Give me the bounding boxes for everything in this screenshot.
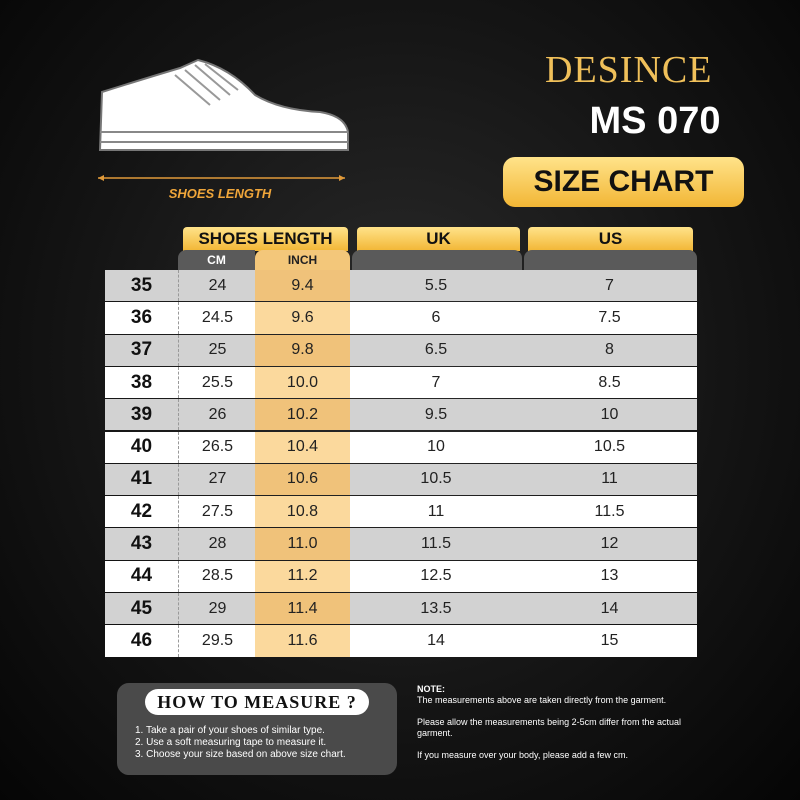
size-cell: 44 [130,565,153,587]
value-cell: 11.0 [255,528,350,560]
value-cell: 6.5 [424,341,448,359]
value-cell: 13 [600,567,619,585]
value-cell: 28.5 [178,560,256,592]
sub-header-bar [524,250,697,270]
size-cell: 40 [130,436,153,458]
value-cell: 11.4 [255,593,350,625]
table-row [105,463,697,496]
value-cell: 27.5 [178,496,256,528]
size-cell: 41 [130,468,153,490]
value-cell: 10 [427,438,445,456]
group-header: SHOES LENGTH [183,227,348,251]
size-cell: 38 [130,371,153,393]
size-cell: 42 [130,500,153,522]
value-cell: 27 [178,463,256,496]
model: MS 070 [589,100,721,142]
value-cell: 7 [605,276,614,294]
step: 1. Take a pair of your shoes of similar … [135,725,325,736]
table-row [105,302,697,334]
value-cell: 10 [600,405,619,423]
size-cell: 35 [130,274,153,296]
value-cell: 9.4 [255,270,350,302]
value-cell: 25 [178,334,256,366]
brand: DESINCE [545,49,713,91]
size-cell: 37 [130,339,153,361]
size-cell: 45 [130,597,153,619]
size-table: SHOES LENGTH UK US CM INCH 35 24 9.4 5.5 7 36 24.5 9… [105,227,697,657]
shoe-length-label: SHOES LENGTH [168,186,272,201]
value-cell: 24 [178,270,256,302]
value-cell: 11.5 [421,535,451,553]
value-cell: 10.6 [255,463,350,496]
size-cell: 39 [130,403,153,425]
table-row [105,625,697,657]
table-row [105,366,697,399]
value-cell: 10.5 [420,470,452,488]
note-paragraph: Please allow the measurements being 2-5c… [417,717,681,738]
size-cell: 46 [130,629,153,651]
value-cell: 5.5 [424,276,448,294]
size-cell: 43 [130,533,153,555]
size-cell: 36 [130,306,153,328]
value-cell: 12 [600,535,619,553]
value-cell: 14 [600,599,619,617]
table-row [105,560,697,592]
sub-header: INCH [255,250,350,270]
table-row [105,431,697,463]
how-to-measure-box: HOW TO MEASURE ? 1. Take a pair of your … [117,683,397,775]
how-to-measure-title: HOW TO MEASURE ? [145,689,369,715]
value-cell: 9.8 [255,334,350,366]
table-row [105,496,697,528]
value-cell: 13.5 [420,599,452,617]
value-cell: 24.5 [178,302,256,334]
value-cell: 29.5 [178,625,256,657]
value-cell: 8 [605,341,614,359]
value-cell: 11 [601,470,618,488]
value-cell: 15 [600,631,619,649]
value-cell: 10.2 [255,399,350,431]
sub-header: CM [178,250,255,270]
value-cell: 26.5 [178,431,256,463]
value-cell: 8.5 [598,373,621,391]
value-cell: 6 [431,308,441,326]
note-paragraph: The measurements above are taken directl… [417,695,667,705]
value-cell: 11.5 [594,502,625,520]
value-cell: 11.2 [255,560,350,592]
note-paragraph: If you measure over your body, please ad… [417,750,628,760]
value-cell: 10.4 [255,431,350,463]
value-cell: 9.5 [424,405,448,423]
sub-header-bar [352,250,522,270]
value-cell: 11.6 [255,625,350,657]
group-header: UK [357,227,520,251]
value-cell: 7 [431,373,441,391]
table-row [105,528,697,560]
note: NOTE: The measurements above are taken d… [417,684,697,772]
value-cell: 26 [178,399,256,431]
shoe-illustration [98,58,349,181]
value-cell: 10.5 [593,438,626,456]
group-header: US [528,227,693,251]
value-cell: 10.0 [255,366,350,399]
value-cell: 29 [178,593,256,625]
value-cell: 14 [427,631,445,649]
table-row [105,593,697,625]
value-cell: 28 [178,528,256,560]
table-row [105,399,697,431]
note-label: NOTE: [417,684,445,694]
value-cell: 10.8 [255,496,350,528]
table-row [105,334,697,366]
value-cell: 12.5 [420,567,452,585]
steps: 1. Take a pair of your shoes of similar … [135,725,397,761]
note-paragraphs: The measurements above are taken directl… [417,695,697,761]
step: 2. Use a soft measuring tape to measure … [135,737,327,748]
title-badge: SIZE CHART [503,157,744,207]
value-cell: 25.5 [178,366,256,399]
value-cell: 11 [427,502,445,520]
step: 3. Choose your size based on above size … [135,749,346,760]
value-cell: 7.5 [598,308,621,326]
table-row [105,270,697,302]
value-cell: 9.6 [255,302,350,334]
